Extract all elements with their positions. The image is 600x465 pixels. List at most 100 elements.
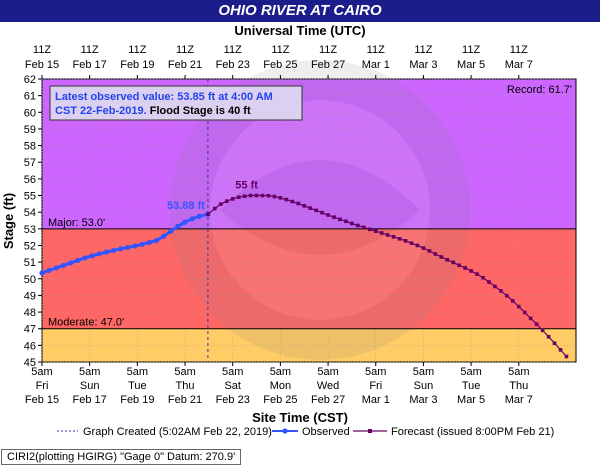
y-tick-label: 49 — [24, 290, 36, 302]
record-label: Record: 61.7' — [507, 84, 572, 96]
bottom-axis-ticks: 5am Fri Feb 15 5am Sun Feb 17 5am Tue Feb 19 5am T… — [25, 362, 533, 406]
forecast-point — [558, 348, 563, 352]
top-tick-time: 11Z — [176, 44, 194, 56]
y-tick-label: 58 — [24, 141, 36, 153]
forecast-point — [373, 229, 378, 233]
y-tick-label: 53 — [24, 224, 36, 236]
top-tick-date: Feb 27 — [311, 59, 345, 71]
forecast-point — [302, 204, 307, 208]
forecast-point — [487, 280, 491, 284]
forecast-point — [379, 231, 384, 235]
forecast-point — [320, 210, 324, 215]
forecast-point — [362, 225, 366, 230]
forecast-point — [481, 275, 485, 280]
bottom-tick-time: 5am — [365, 366, 386, 378]
y-tick-label: 52 — [24, 240, 36, 252]
y-tick-label: 48 — [24, 307, 36, 319]
observed-point — [75, 257, 81, 264]
forecast-point — [469, 269, 473, 273]
chart-legend: Graph Created (5:02AM Feb 22, 2019) Obser… — [57, 426, 554, 438]
y-tick-label: 60 — [24, 107, 36, 119]
bottom-tick-time: 5am — [317, 366, 338, 378]
observed-value-label: 53.88 ft — [167, 200, 205, 212]
forecast-point — [421, 246, 426, 250]
y-tick-label: 54 — [24, 207, 36, 219]
forecast-point — [224, 199, 229, 203]
top-axis-ticks: 11Z Feb 15 11Z Feb 17 11Z Feb 19 11Z Feb 21 11Z F… — [25, 44, 533, 79]
bottom-tick-time: 5am — [127, 366, 148, 378]
legend-observed-marker — [282, 428, 288, 434]
bottom-tick-date: Feb 23 — [216, 394, 250, 406]
forecast-point — [433, 252, 438, 256]
forecast-point — [344, 219, 348, 224]
forecast-point — [230, 197, 235, 201]
forecast-point — [409, 241, 414, 245]
observed-point — [118, 246, 124, 252]
top-tick-time: 11Z — [271, 44, 289, 56]
bottom-tick-day: Sun — [414, 380, 434, 392]
forecast-point — [338, 217, 342, 222]
forecast-point — [272, 194, 277, 199]
forecast-point — [218, 202, 223, 206]
top-tick-time: 11Z — [81, 44, 99, 56]
bottom-tick-time: 5am — [508, 366, 529, 378]
forecast-point — [314, 208, 318, 213]
forecast-point — [540, 328, 545, 333]
y-tick-label: 46 — [24, 340, 36, 352]
forecast-point — [564, 354, 569, 359]
forecast-point — [475, 272, 479, 276]
bottom-tick-day: Tue — [128, 380, 147, 392]
top-axis-title: Universal Time (UTC) — [234, 23, 365, 38]
y-tick-label: 57 — [24, 157, 36, 169]
legend-forecast: Forecast (issued 8:00PM Feb 21) — [391, 426, 554, 438]
forecast-peak-label: 55 ft — [235, 180, 258, 192]
forecast-point — [206, 212, 210, 216]
flood-thresholds: Major: 53.0' Moderate: 47.0' — [42, 217, 576, 330]
info-line-2: CST 22-Feb-2019. Flood Stage is 40 ft — [55, 105, 251, 117]
observed-point — [196, 213, 202, 219]
forecast-point — [397, 237, 402, 241]
bottom-tick-date: Mar 1 — [362, 394, 390, 406]
top-tick-time: 11Z — [462, 44, 480, 56]
y-tick-label: 47 — [24, 324, 36, 336]
bottom-tick-date: Feb 17 — [73, 394, 107, 406]
bottom-tick-date: Feb 21 — [168, 394, 202, 406]
forecast-point — [391, 235, 396, 239]
forecast-point — [367, 227, 372, 232]
annotations: 53.88 ft 55 ft Record: 61.7' Latest observe… — [49, 79, 572, 362]
y-tick-label: 61 — [24, 91, 36, 103]
y-tick-label: 59 — [24, 124, 36, 136]
top-tick-date: Mar 1 — [362, 59, 390, 71]
threshold-label: Major: 53.0' — [48, 217, 105, 229]
top-tick-time: 11Z — [414, 44, 432, 56]
forecast-point — [511, 299, 515, 303]
top-tick-time: 11Z — [319, 44, 337, 56]
y-tick-label: 50 — [24, 274, 36, 286]
info-line-1: Latest observed value: 53.85 ft at 4:00 … — [55, 91, 273, 103]
observed-point — [175, 223, 181, 229]
forecast-point — [534, 322, 539, 327]
y-axis-title: Stage (ft) — [1, 193, 16, 249]
forecast-point — [385, 233, 390, 237]
observed-point — [103, 249, 109, 255]
bottom-tick-day: Tue — [462, 380, 481, 392]
forecast-point — [552, 341, 557, 345]
forecast-point — [290, 199, 295, 204]
chart-title: OHIO RIVER AT CAIRO — [0, 0, 600, 22]
top-tick-time: 11Z — [128, 44, 146, 56]
bottom-tick-time: 5am — [222, 366, 243, 378]
forecast-point — [505, 293, 509, 298]
bottom-tick-day: Sun — [80, 380, 100, 392]
forecast-point — [356, 223, 360, 228]
legend-observed: Observed — [302, 426, 350, 438]
observed-point — [189, 216, 195, 222]
observed-point — [39, 270, 45, 276]
forecast-point — [463, 266, 467, 270]
bottom-tick-time: 5am — [270, 366, 291, 378]
bottom-tick-day: Thu — [176, 380, 195, 392]
forecast-point — [439, 255, 444, 259]
legend-forecast-marker — [368, 429, 372, 433]
observed-point — [146, 239, 152, 246]
top-tick-date: Feb 23 — [216, 59, 250, 71]
observed-point — [53, 265, 59, 271]
